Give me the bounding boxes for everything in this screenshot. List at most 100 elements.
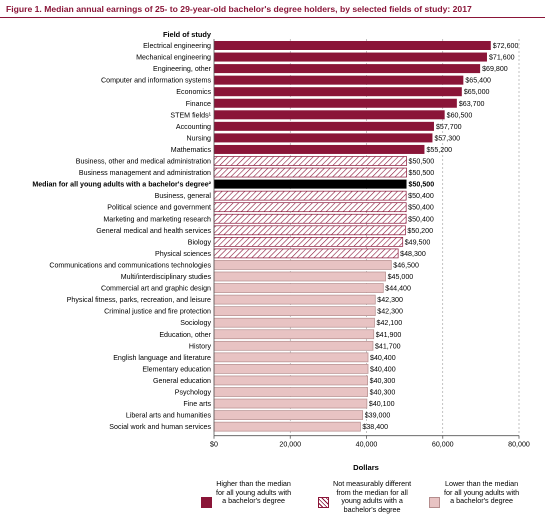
bar [213, 271, 386, 282]
category-label: General medical and health services [96, 227, 211, 235]
legend-line: young adults with a [341, 496, 403, 506]
bar [213, 294, 376, 305]
legend-swatch-higher [201, 497, 212, 508]
x-axis-title: Dollars [353, 463, 379, 472]
category-label: Communications and communications techno… [49, 261, 211, 269]
category-label: Political science and government [107, 204, 211, 212]
bar [214, 64, 481, 74]
bar [213, 421, 361, 432]
category-label: Commercial art and graphic design [101, 285, 211, 293]
category-label: Sociology [180, 319, 211, 327]
value-label: $50,400 [408, 215, 434, 223]
bar [213, 398, 368, 409]
x-tick-label: 20,000 [279, 441, 301, 449]
value-label: $57,300 [434, 134, 460, 142]
value-label: $46,500 [393, 261, 419, 269]
value-label: $44,400 [385, 285, 411, 293]
legend-line: for all young adults with [444, 487, 520, 497]
category-label: Mathematics [171, 146, 212, 154]
category-label: Nursing [187, 134, 211, 142]
bar [213, 167, 407, 178]
bar [213, 260, 392, 270]
bar-chart: Electrical engineering $72,600 Mechanical … [32, 30, 530, 472]
bar [213, 248, 399, 259]
category-label: Business, other and medical administrati… [76, 158, 211, 166]
x-tick-label: 80,000 [508, 441, 530, 449]
value-label: $45,000 [388, 273, 414, 281]
bar [213, 387, 368, 397]
value-label: $48,300 [400, 250, 426, 258]
legend-line: bachelor's degree [343, 504, 401, 514]
legend-line: from the median for all [336, 487, 408, 497]
legend-line: a bachelor's degree [450, 496, 514, 506]
category-label: History [189, 342, 212, 350]
legend-swatch-not-different [318, 497, 329, 508]
category-label: Marketing and marketing research [103, 215, 211, 223]
value-label: $60,500 [447, 111, 473, 119]
category-label: Physical sciences [155, 250, 211, 258]
value-label: $41,900 [376, 331, 402, 339]
bar [213, 237, 404, 247]
value-label: $40,300 [370, 389, 396, 397]
value-label: $40,300 [370, 377, 396, 385]
value-label: $40,100 [369, 400, 395, 408]
bar [213, 317, 375, 328]
value-label: $39,000 [365, 412, 391, 420]
category-label: Economics [176, 88, 211, 96]
x-tick-label: $0 [210, 441, 218, 449]
legend-not-different: Not measurably different from the median … [318, 479, 412, 514]
bar [213, 410, 364, 420]
value-label: $50,500 [409, 181, 435, 189]
value-label: $50,400 [408, 192, 434, 200]
category-label: Finance [186, 100, 211, 108]
value-label: $42,300 [377, 296, 403, 304]
category-label: Liberal arts and humanities [126, 412, 212, 420]
category-label: Engineering, other [153, 65, 212, 73]
category-label: Accounting [176, 123, 211, 131]
value-label: $65,000 [464, 88, 490, 96]
bar [214, 121, 434, 131]
value-label: $50,200 [407, 227, 433, 235]
bar [214, 75, 464, 85]
value-label: $40,400 [370, 354, 396, 362]
category-label: Mechanical engineering [136, 54, 211, 62]
category-label: English language and literature [113, 354, 211, 362]
legend-line: Not measurably different [333, 479, 412, 488]
category-label: General education [153, 377, 211, 385]
category-label: Computer and information systems [101, 77, 211, 85]
bar [213, 352, 369, 363]
x-tick-label: 60,000 [432, 441, 454, 449]
bar [213, 213, 407, 224]
value-label: $63,700 [459, 100, 485, 108]
category-label: STEM fields¹ [170, 111, 211, 119]
category-header: Field of study [163, 30, 212, 39]
value-label: $71,600 [489, 54, 515, 62]
bar [214, 98, 457, 108]
value-label: $50,500 [409, 169, 435, 177]
bar [214, 52, 487, 62]
bar [214, 41, 491, 50]
legend-line: a bachelor's degree [222, 496, 286, 506]
value-label: $40,400 [370, 365, 396, 373]
bar [213, 283, 384, 293]
legend-line: Higher than the median [216, 479, 291, 488]
category-label: Fine arts [183, 400, 211, 408]
category-label: Criminal justice and fire protection [104, 308, 211, 316]
bar [214, 144, 425, 154]
bar [213, 156, 407, 166]
bar [214, 87, 462, 97]
legend-lower: Lower than the median for all young adult… [429, 479, 520, 508]
bar [214, 179, 407, 189]
category-label: Biology [188, 238, 212, 246]
value-label: $72,600 [493, 42, 519, 50]
value-label: $42,100 [377, 319, 403, 327]
category-label: Multi/interdisciplinary studies [121, 273, 212, 281]
legend-line: for all young adults with [216, 487, 292, 497]
legend-swatch-lower [429, 497, 440, 508]
value-label: $69,800 [482, 65, 508, 73]
bar [214, 133, 433, 143]
category-label: Business, general [155, 192, 212, 200]
category-label: Business management and administration [79, 169, 211, 177]
category-label: Education, other [159, 331, 211, 339]
bar [213, 340, 374, 351]
